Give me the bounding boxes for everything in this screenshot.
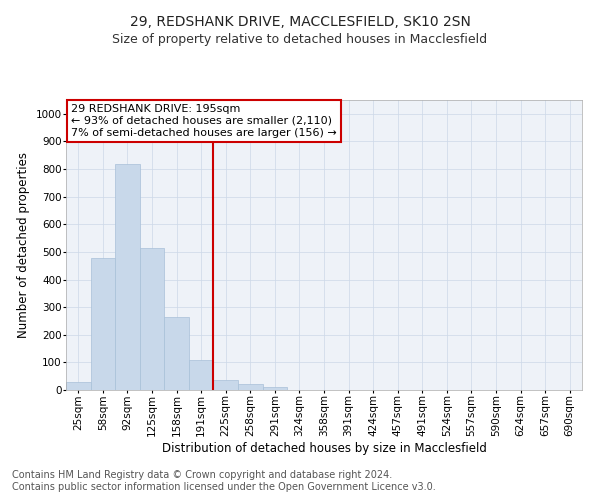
Text: 29, REDSHANK DRIVE, MACCLESFIELD, SK10 2SN: 29, REDSHANK DRIVE, MACCLESFIELD, SK10 2… — [130, 15, 470, 29]
Bar — [214, 380, 238, 390]
Bar — [91, 258, 115, 390]
Text: Contains HM Land Registry data © Crown copyright and database right 2024.: Contains HM Land Registry data © Crown c… — [12, 470, 392, 480]
Bar — [140, 248, 164, 390]
X-axis label: Distribution of detached houses by size in Macclesfield: Distribution of detached houses by size … — [161, 442, 487, 455]
Bar — [66, 382, 91, 390]
Text: Size of property relative to detached houses in Macclesfield: Size of property relative to detached ho… — [112, 32, 488, 46]
Bar — [115, 164, 140, 390]
Text: Contains public sector information licensed under the Open Government Licence v3: Contains public sector information licen… — [12, 482, 436, 492]
Bar — [189, 360, 214, 390]
Text: 29 REDSHANK DRIVE: 195sqm
← 93% of detached houses are smaller (2,110)
7% of sem: 29 REDSHANK DRIVE: 195sqm ← 93% of detac… — [71, 104, 337, 138]
Bar — [164, 317, 189, 390]
Bar — [238, 384, 263, 390]
Bar — [263, 387, 287, 390]
Y-axis label: Number of detached properties: Number of detached properties — [17, 152, 30, 338]
